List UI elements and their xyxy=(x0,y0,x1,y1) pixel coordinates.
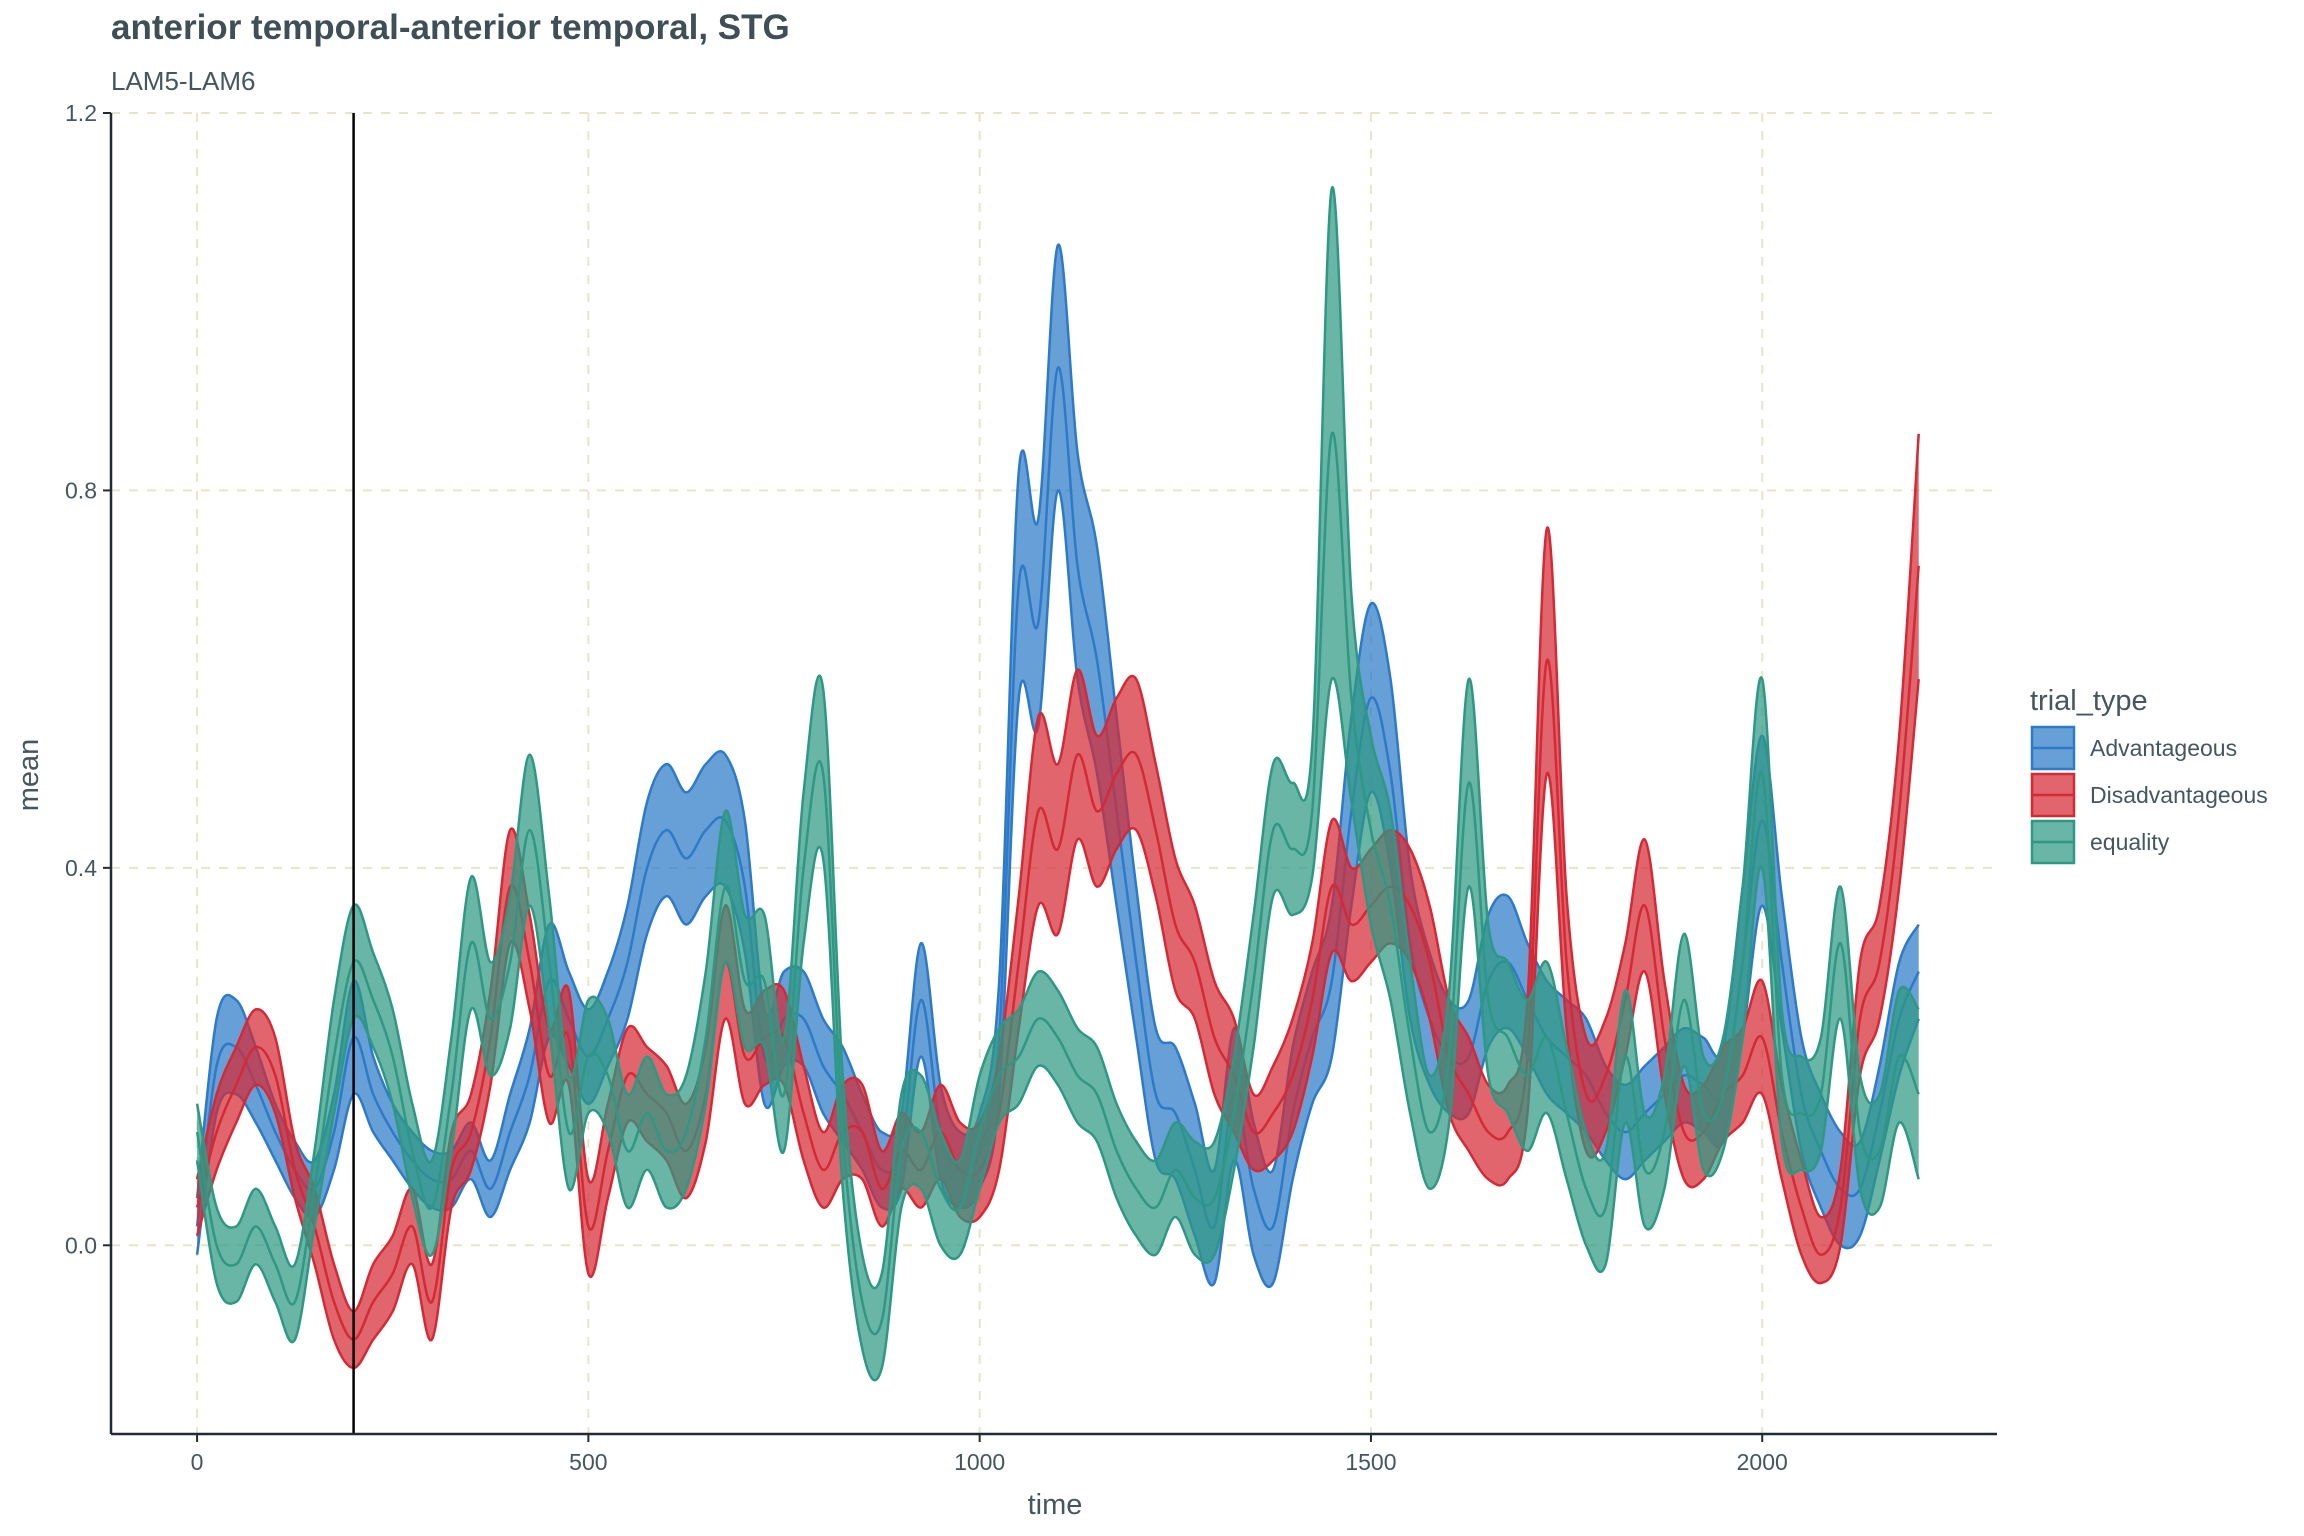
x-tick-label: 1000 xyxy=(954,1449,1005,1475)
legend: trial_type Advantageous Disadvantageous eq… xyxy=(2030,685,2268,865)
mean-line-equality xyxy=(195,431,1920,1336)
y-tick-label: 0.4 xyxy=(65,855,97,881)
series-layer xyxy=(195,113,1920,1434)
legend-title: trial_type xyxy=(2030,685,2148,717)
y-tick-label: 1.2 xyxy=(65,100,97,126)
legend-label: Advantageous xyxy=(2090,735,2237,761)
y-tick-label: 0.8 xyxy=(65,477,97,503)
grid xyxy=(111,112,1997,1434)
series-equality xyxy=(195,186,1920,1382)
x-tick-label: 0 xyxy=(191,1449,204,1475)
chart-title: anterior temporal-anterior temporal, STG xyxy=(111,8,790,47)
series-disadvantageous xyxy=(195,433,1920,1370)
upper-line-disadvantageous xyxy=(195,433,1920,1313)
x-axis-title: time xyxy=(1028,1489,1083,1521)
legend-item-equality: equality xyxy=(2030,819,2170,865)
mean-line-advantageous xyxy=(195,366,1920,1231)
upper-line-equality xyxy=(195,186,1920,1290)
lower-line-equality xyxy=(195,676,1920,1382)
legend-label: Disadvantageous xyxy=(2090,782,2268,808)
legend-item-advantageous: Advantageous xyxy=(2030,725,2237,771)
x-tick-label: 1500 xyxy=(1345,1449,1396,1475)
chart-subtitle: LAM5-LAM6 xyxy=(111,66,256,96)
x-tick-label: 500 xyxy=(569,1449,607,1475)
ribbon-disadvantageous xyxy=(197,433,1919,1368)
y-tick-label: 0.0 xyxy=(65,1232,97,1258)
legend-label: equality xyxy=(2090,829,2170,855)
legend-item-disadvantageous: Disadvantageous xyxy=(2030,772,2268,818)
x-tick-label: 2000 xyxy=(1737,1449,1788,1475)
lower-line-advantageous xyxy=(195,489,1920,1289)
y-axis-title: mean xyxy=(13,739,45,812)
axes: 0 500 1000 1500 2000 0.0 0.4 0.8 1.2 xyxy=(65,100,1997,1475)
